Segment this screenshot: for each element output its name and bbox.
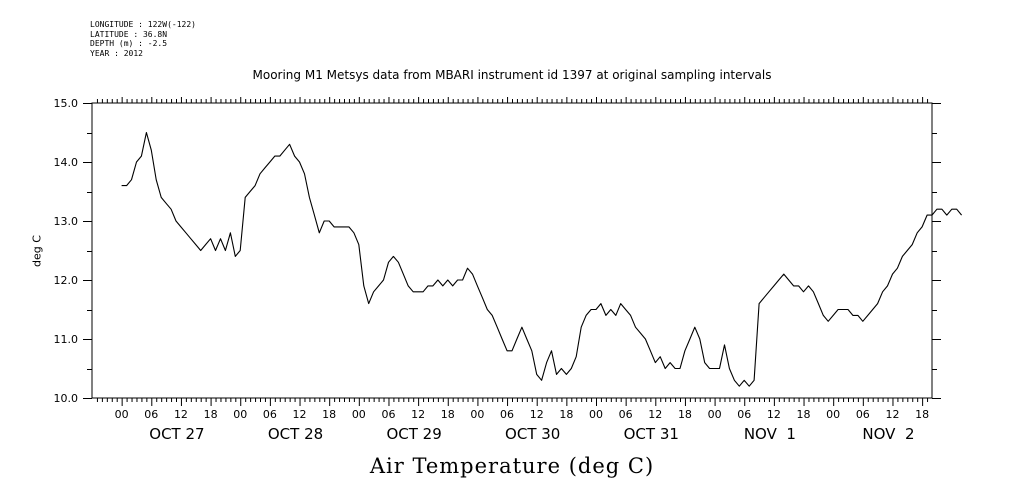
x-tick-label: 18 (915, 408, 929, 421)
y-tick-label: 15.0 (54, 97, 79, 110)
day-label: NOV 1 (744, 425, 796, 443)
plot-frame (91, 102, 933, 399)
day-label: NOV 2 (862, 425, 914, 443)
depth-text: DEPTH (m) : -2.5 (90, 39, 168, 48)
x-tick-label: 00 (708, 408, 722, 421)
x-tick-label: 12 (648, 408, 662, 421)
x-tick-label: 00 (352, 408, 366, 421)
x-tick-label: 12 (411, 408, 425, 421)
y-tick-label: 10.0 (54, 392, 79, 405)
x-tick-label: 18 (204, 408, 218, 421)
x-tick-label: 18 (678, 408, 692, 421)
location-metadata: LONGITUDE : 122W(-122) LATITUDE : 36.8N … (90, 20, 196, 58)
day-label: OCT 31 (624, 425, 679, 443)
x-tick-label: 00 (470, 408, 484, 421)
air-temperature-line (121, 131, 963, 387)
latitude-text: LATITUDE : 36.8N (90, 29, 168, 39)
x-tick-label: 06 (856, 408, 870, 421)
x-tick-label: 12 (885, 408, 899, 421)
x-tick-label: 00 (115, 408, 129, 421)
longitude-text: LONGITUDE : 122W(-122) (90, 20, 196, 29)
x-tick-label: 12 (174, 408, 188, 421)
x-tick-label: 06 (500, 408, 514, 421)
x-tick-label: 18 (441, 408, 455, 421)
day-label: OCT 29 (386, 425, 441, 443)
x-tick-label: 00 (826, 408, 840, 421)
x-tick-label: 12 (293, 408, 307, 421)
day-label: OCT 27 (149, 425, 204, 443)
day-label: OCT 30 (505, 425, 560, 443)
chart-title: Mooring M1 Metsys data from MBARI instru… (252, 68, 772, 82)
x-tick-label: 18 (322, 408, 336, 421)
x-tick-label: 18 (559, 408, 573, 421)
year-text: YEAR : 2012 (90, 48, 143, 58)
x-tick-label: 06 (263, 408, 277, 421)
x-tick-label: 06 (144, 408, 158, 421)
x-tick-label: 06 (619, 408, 633, 421)
y-tick-label: 14.0 (54, 156, 79, 169)
x-tick-label: 06 (737, 408, 751, 421)
x-tick-label: 18 (797, 408, 811, 421)
x-tick-label: 00 (233, 408, 247, 421)
day-label: OCT 28 (268, 425, 323, 443)
x-tick-label: 12 (530, 408, 544, 421)
y-tick-label: 13.0 (54, 215, 79, 228)
x-axis-label: Air Temperature (deg C) (369, 454, 655, 478)
x-tick-label: 00 (589, 408, 603, 421)
x-tick-label: 06 (381, 408, 395, 421)
y-tick-label: 11.0 (54, 333, 79, 346)
y-tick-label: 12.0 (54, 274, 79, 287)
x-tick-label: 12 (767, 408, 781, 421)
